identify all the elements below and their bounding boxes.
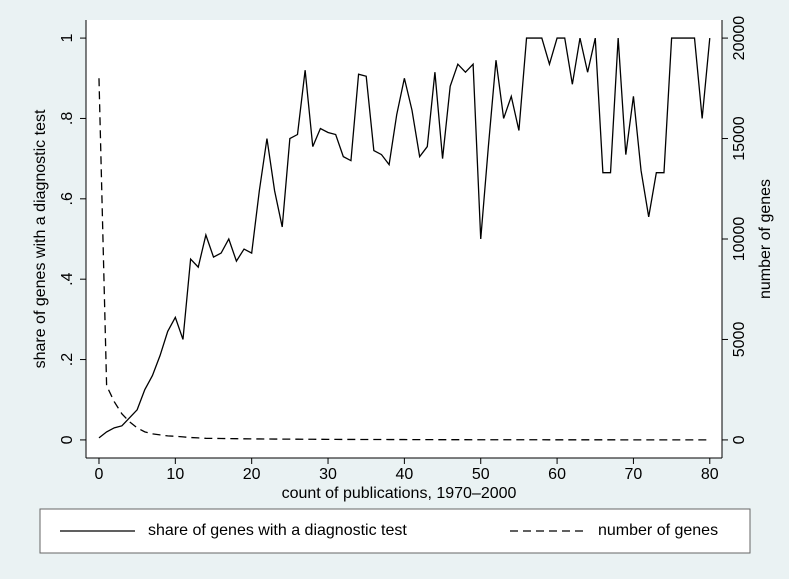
x-tick-label: 70	[625, 466, 643, 483]
y-tick-label: .4	[59, 272, 76, 285]
x-tick-label: 30	[319, 466, 337, 483]
y2-tick-label: 20000	[731, 16, 748, 61]
x-tick-label: 80	[701, 466, 719, 483]
legend	[39, 508, 751, 554]
legend-label: number of genes	[598, 522, 718, 539]
series-line	[98, 78, 710, 441]
legend-label: share of genes with a diagnostic test	[148, 522, 407, 539]
x-tick-label: 0	[95, 466, 104, 483]
x-tick-label: 20	[243, 466, 261, 483]
y2-tick-label: 10000	[731, 217, 748, 262]
y2-tick-label: 5000	[731, 322, 748, 358]
y-axis-label: share of genes with a diagnostic test	[32, 109, 49, 368]
y-tick-label: 1	[59, 34, 76, 43]
x-tick-label: 50	[472, 466, 490, 483]
y-tick-label: 0	[59, 435, 76, 444]
y-tick-label: .2	[59, 353, 76, 366]
plot-area	[86, 20, 722, 458]
x-tick-label: 40	[395, 466, 413, 483]
y2-tick-label: 15000	[731, 116, 748, 161]
y-tick-label: .6	[59, 192, 76, 205]
x-tick-label: 10	[166, 466, 184, 483]
x-axis-label: count of publications, 1970–2000	[282, 485, 517, 502]
series-line	[98, 37, 711, 439]
y2-tick-label: 0	[731, 435, 748, 444]
y-tick-label: .8	[59, 112, 76, 125]
x-tick-label: 60	[548, 466, 566, 483]
y2-axis-label: number of genes	[757, 179, 774, 299]
